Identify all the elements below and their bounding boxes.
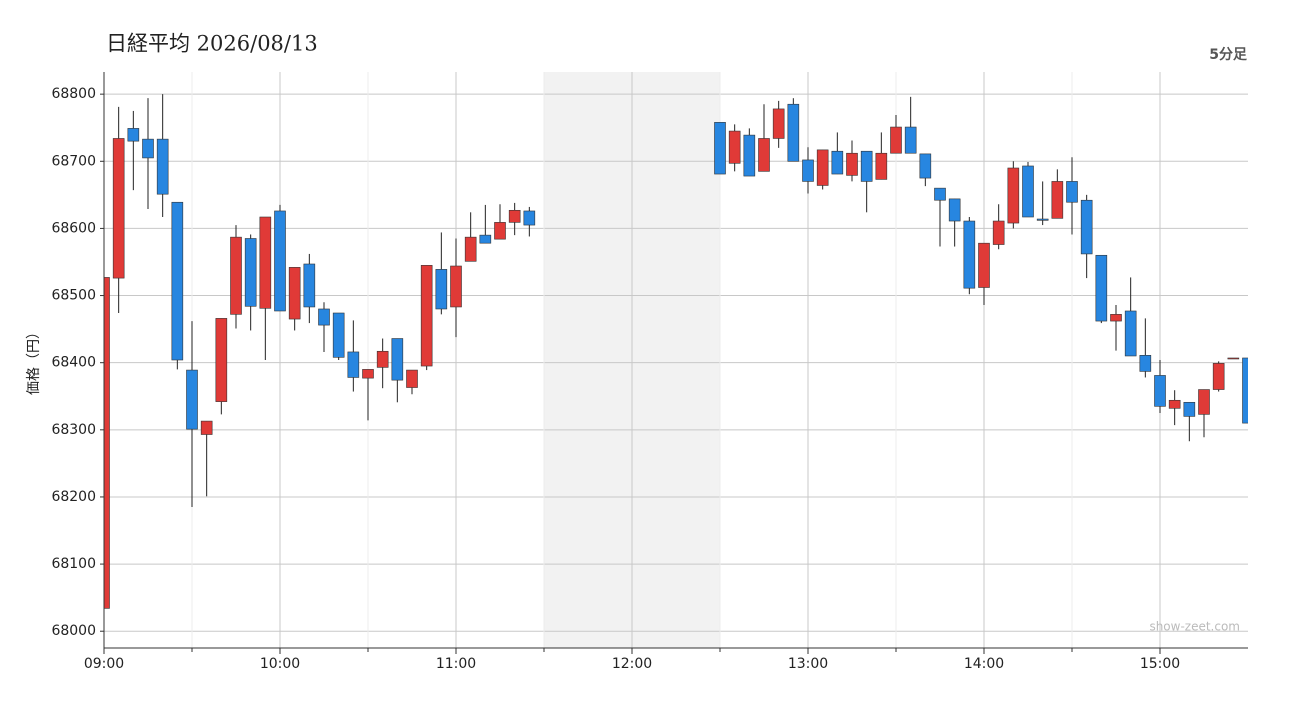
candle-body (230, 236, 242, 315)
candle-body (1022, 165, 1034, 218)
candle-body (274, 210, 286, 312)
candle-body (1051, 181, 1064, 219)
candle-body (1242, 357, 1248, 424)
candle-body (904, 126, 917, 154)
candle-body (1154, 375, 1166, 407)
watermark: show-zeet.com (1149, 620, 1240, 634)
y-tick-label: 68500 (51, 288, 96, 304)
y-tick-label: 68600 (51, 220, 96, 236)
interval-label: 5分足 (1209, 47, 1248, 63)
candle-body (802, 159, 814, 182)
candle-body (1198, 389, 1210, 415)
candle-body (772, 108, 785, 139)
candle-body (259, 216, 272, 309)
candle-body (332, 312, 345, 358)
candle-body (186, 369, 198, 430)
candle-body (831, 150, 844, 175)
candle-body (1007, 167, 1020, 224)
candle-body (376, 350, 389, 368)
candle-body (1168, 399, 1181, 409)
candle-body (347, 351, 360, 378)
candle-body (450, 265, 462, 308)
candle-body (743, 134, 756, 177)
candle-body (479, 234, 492, 244)
candle-body (406, 369, 418, 388)
candle-body (112, 138, 125, 279)
y-tick-label: 68800 (51, 86, 96, 102)
candle-body (948, 198, 961, 222)
y-tick-label: 68300 (51, 422, 96, 438)
y-axis-label: 価格（円） (26, 325, 42, 395)
candle-body (1212, 363, 1225, 390)
candle-body (244, 238, 257, 307)
y-tick-label: 68400 (51, 355, 96, 371)
candle-body (934, 187, 946, 201)
candle-body (1080, 199, 1093, 255)
candle-body (508, 209, 521, 223)
candle-body (435, 269, 448, 310)
candle-body (104, 277, 110, 609)
candle-body (523, 210, 536, 226)
y-tick-label: 68700 (51, 153, 96, 169)
candles (104, 94, 1248, 612)
candle-body (846, 152, 858, 176)
x-tick-label: 11:00 (436, 656, 476, 672)
candle-body (318, 308, 330, 326)
candle-body (728, 130, 741, 164)
candle-body (494, 222, 506, 240)
candle-body (391, 338, 404, 381)
candle-body (758, 138, 770, 172)
y-tick-label: 68200 (51, 489, 96, 505)
candle-body (362, 369, 374, 379)
y-tick-label: 68000 (51, 623, 96, 639)
candle-body (875, 152, 888, 180)
candle-body (171, 201, 184, 361)
y-tick-label: 68100 (51, 556, 96, 572)
candle-body (1124, 310, 1137, 357)
candle-body (1227, 357, 1240, 360)
candle-body (787, 103, 800, 162)
x-tick-label: 09:00 (84, 656, 124, 672)
candle-body (215, 318, 228, 402)
candle-body (860, 150, 873, 182)
candle-body (890, 126, 902, 154)
candle-body (288, 267, 301, 320)
x-tick-label: 12:00 (612, 656, 652, 672)
candle-body (303, 263, 316, 308)
candle-body (963, 220, 976, 289)
candle-body (200, 420, 213, 435)
x-tick-label: 13:00 (788, 656, 828, 672)
candle-body (127, 128, 140, 142)
x-tick-label: 14:00 (964, 656, 1004, 672)
x-tick-label: 10:00 (260, 656, 300, 672)
candle-body (1139, 355, 1152, 372)
candle-body (919, 153, 932, 179)
candle-body (978, 242, 990, 288)
candle-body (1036, 218, 1049, 221)
x-tick-label: 15:00 (1140, 656, 1180, 672)
candle-body (992, 220, 1005, 245)
candle-body (156, 138, 169, 195)
chart-title: 日経平均 2026/08/13 (106, 32, 318, 56)
candle-body (464, 236, 477, 262)
candle-body (1110, 314, 1122, 322)
candle-body (1095, 254, 1108, 322)
candle-body (1183, 401, 1196, 417)
candle-body (142, 138, 154, 159)
candle-body (816, 149, 829, 186)
candle-body (1066, 181, 1078, 203)
candle-body (420, 265, 433, 367)
candle-body (714, 122, 726, 175)
